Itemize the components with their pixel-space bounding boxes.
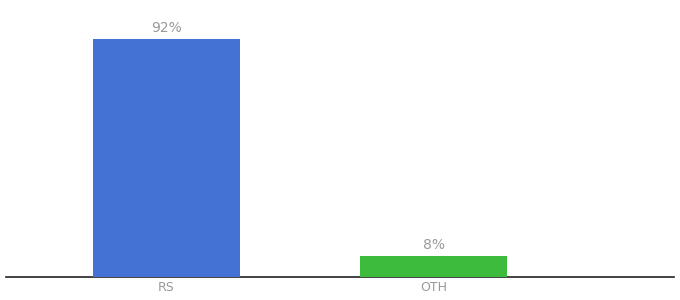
Text: 8%: 8% (423, 238, 445, 252)
Bar (92, 39, 239, 277)
Text: 92%: 92% (151, 21, 182, 35)
Bar (360, 256, 507, 277)
